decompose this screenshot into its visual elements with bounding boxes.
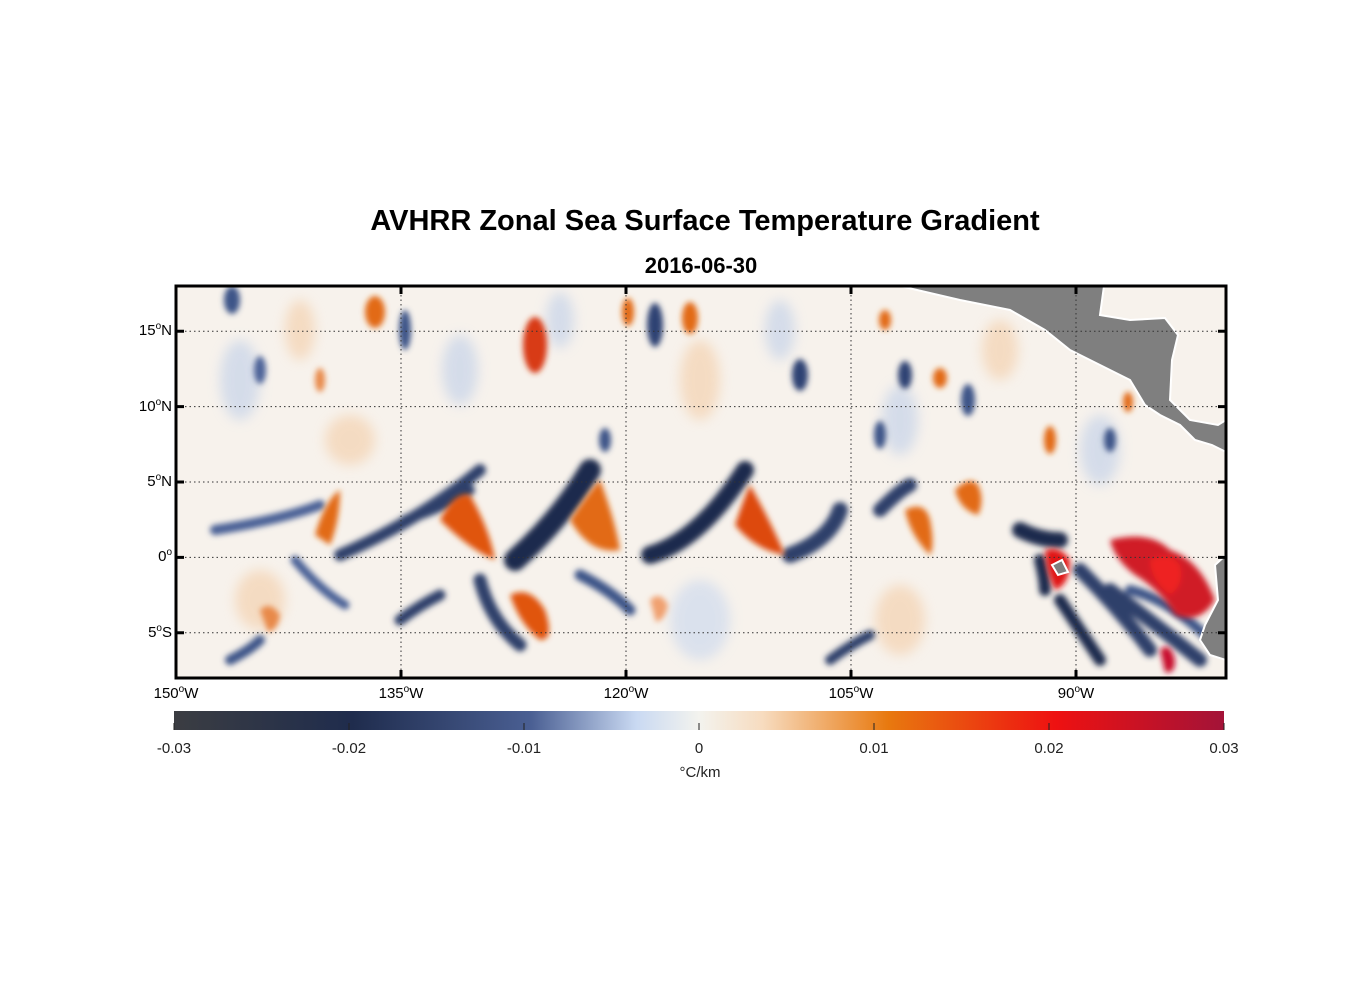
colorbar-tick-label: 0.01 <box>859 740 889 757</box>
land-central-america <box>899 286 1226 454</box>
colorbar-tick-label: 0.03 <box>1209 740 1239 757</box>
land-galapagos <box>1050 558 1070 577</box>
positive-fronts <box>260 480 1215 673</box>
x-tick-label: 105oW <box>828 684 874 702</box>
x-tick-label: 120oW <box>603 684 649 702</box>
y-tick-label: 0o <box>158 547 172 566</box>
colorbar-ticks <box>173 723 1225 730</box>
colorbar-tick-label: -0.03 <box>156 740 192 757</box>
colorbar-tick-label: 0.02 <box>1034 740 1064 757</box>
chart-title: AVHRR Zonal Sea Surface Temperature Grad… <box>370 205 1040 237</box>
chart-subtitle: 2016-06-30 <box>644 253 758 278</box>
negative-fronts <box>210 459 1215 667</box>
map-frame <box>174 284 1228 680</box>
background-mottle <box>220 292 1120 660</box>
colorbar-tick-label: 0 <box>694 740 704 757</box>
x-tick-label: 135oW <box>378 684 424 702</box>
x-tick-label: 150oW <box>153 684 199 702</box>
colorbar-tick-label: -0.02 <box>331 740 367 757</box>
colorbar-unit: °C/km <box>679 764 721 781</box>
colorbar <box>174 711 1224 730</box>
y-tick-label: 10oN <box>138 396 172 415</box>
x-tick-label: 90oW <box>1057 684 1095 702</box>
y-tick-label: 15oN <box>138 321 172 340</box>
colorbar-tick-label: -0.01 <box>506 740 542 757</box>
gradient-field <box>176 286 1226 678</box>
y-tick-label: 5oS <box>148 622 172 641</box>
y-tick-label: 5oN <box>147 472 172 490</box>
